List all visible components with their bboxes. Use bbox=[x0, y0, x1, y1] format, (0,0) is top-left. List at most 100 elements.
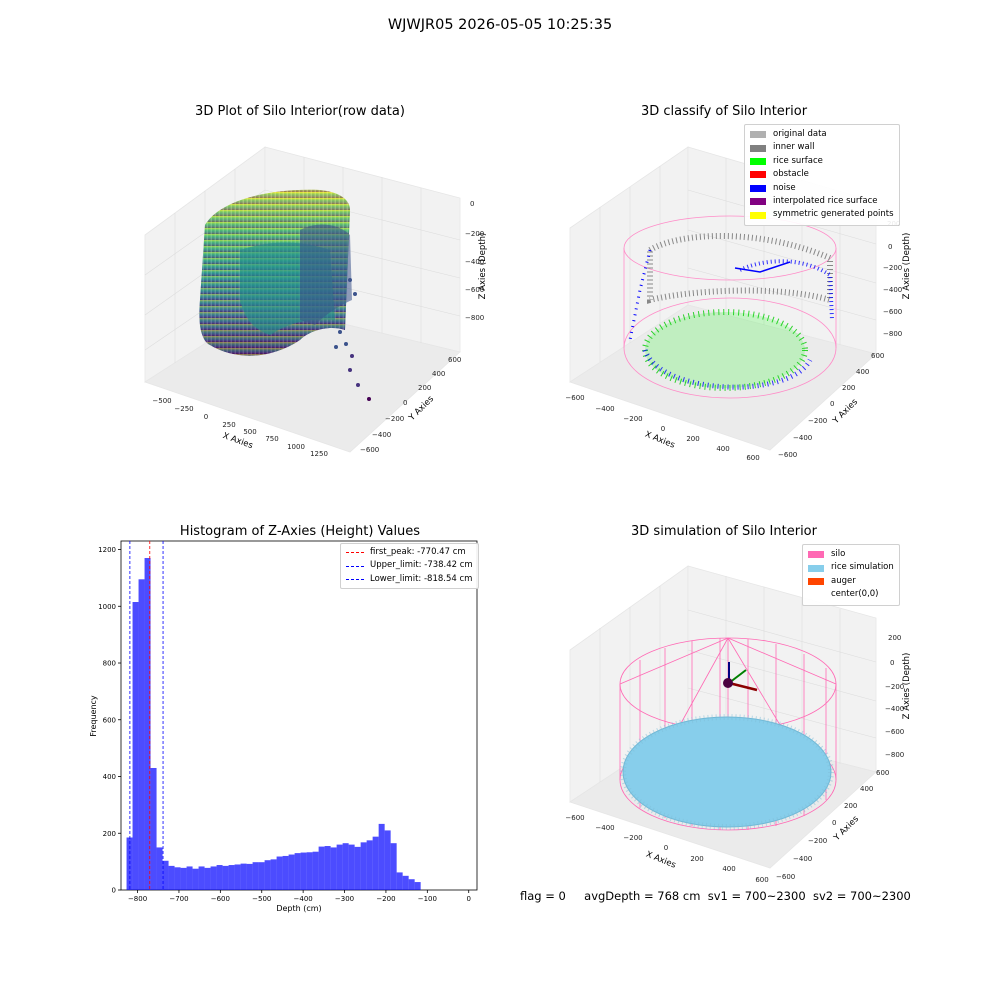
histogram-bar bbox=[204, 867, 211, 890]
svg-text:0: 0 bbox=[403, 399, 407, 407]
svg-text:−600: −600 bbox=[776, 873, 795, 881]
svg-text:−400: −400 bbox=[885, 705, 904, 713]
x-tick-label: −200 bbox=[376, 895, 395, 903]
svg-text:−600: −600 bbox=[360, 446, 379, 454]
svg-text:200: 200 bbox=[844, 802, 857, 810]
svg-text:−200: −200 bbox=[883, 264, 902, 272]
histogram-bar bbox=[396, 872, 403, 890]
y-tick-label: 0 bbox=[112, 887, 116, 895]
svg-text:200: 200 bbox=[690, 855, 703, 863]
y-tick-label: 800 bbox=[103, 660, 116, 668]
legend-swatch bbox=[750, 171, 766, 179]
svg-text:−200: −200 bbox=[808, 837, 827, 845]
histogram-bar bbox=[222, 865, 229, 890]
histogram-bar bbox=[132, 602, 139, 890]
svg-text:600: 600 bbox=[876, 769, 889, 777]
legend-line bbox=[346, 565, 364, 567]
histogram-bar bbox=[300, 852, 307, 890]
histogram-bar bbox=[168, 865, 175, 890]
svg-text:600: 600 bbox=[448, 356, 461, 364]
histogram-bar bbox=[312, 851, 319, 890]
svg-text:−200: −200 bbox=[623, 415, 642, 423]
auger-icon bbox=[723, 662, 758, 692]
svg-text:−800: −800 bbox=[465, 314, 484, 322]
histogram-bar bbox=[216, 865, 223, 890]
svg-text:−600: −600 bbox=[778, 451, 797, 459]
legend-item: symmetric generated points bbox=[750, 208, 894, 221]
svg-text:400: 400 bbox=[716, 445, 729, 453]
svg-text:−600: −600 bbox=[465, 286, 484, 294]
histogram-bar bbox=[336, 844, 343, 890]
raw-x-ticks: −500 −250 0 250 500 750 1000 1250 bbox=[152, 397, 328, 458]
histogram-bar bbox=[138, 579, 145, 890]
raw-y-ticks: −600 −400 −200 0 200 400 600 bbox=[360, 356, 461, 454]
svg-text:−400: −400 bbox=[883, 286, 902, 294]
y-tick-label: 1200 bbox=[98, 546, 116, 554]
svg-text:200: 200 bbox=[686, 435, 699, 443]
histogram-bar bbox=[198, 866, 205, 890]
histogram-x-ticks: −800 −700 −600 −500 −400 −300 −200 −100 0 bbox=[128, 890, 471, 903]
svg-text:−200: −200 bbox=[465, 230, 484, 238]
histogram-bar bbox=[348, 844, 355, 890]
svg-text:200: 200 bbox=[888, 634, 901, 642]
histogram-legend: first_peak: -770.47 cm Upper_limit: -738… bbox=[340, 543, 479, 590]
legend-item: inner wall bbox=[750, 141, 894, 154]
x-tick-label: 0 bbox=[466, 895, 470, 903]
histogram-bar bbox=[288, 854, 295, 890]
histogram-bar bbox=[306, 852, 313, 890]
legend-item: rice surface bbox=[750, 155, 894, 168]
x-tick-label: −700 bbox=[169, 895, 188, 903]
histogram-bar bbox=[282, 855, 289, 890]
legend-item: noise bbox=[750, 182, 894, 195]
svg-text:600: 600 bbox=[871, 352, 884, 360]
histogram-bar bbox=[180, 867, 187, 890]
svg-text:500: 500 bbox=[243, 428, 256, 436]
svg-text:−400: −400 bbox=[465, 258, 484, 266]
svg-text:−600: −600 bbox=[885, 728, 904, 736]
x-tick-label: −500 bbox=[252, 895, 271, 903]
histogram-bar bbox=[264, 860, 271, 890]
svg-text:−200: −200 bbox=[623, 834, 642, 842]
legend-item: silo bbox=[808, 548, 894, 561]
svg-text:−500: −500 bbox=[152, 397, 171, 405]
svg-text:−800: −800 bbox=[883, 330, 902, 338]
histogram-bar bbox=[144, 558, 151, 890]
histogram-bar bbox=[174, 867, 181, 890]
histogram-bar bbox=[162, 860, 169, 890]
histogram-bar bbox=[366, 840, 373, 890]
simulation-x-label: X Axies bbox=[644, 850, 677, 871]
histogram-bar bbox=[240, 863, 247, 890]
histogram-bar bbox=[258, 862, 265, 890]
classify-z-label: Z Axies (Depth) bbox=[902, 233, 912, 300]
legend-item: rice simulation bbox=[808, 561, 894, 574]
flag-text: flag = 0 bbox=[520, 889, 566, 903]
svg-text:−600: −600 bbox=[565, 814, 584, 822]
figure-title: WJWJR05 2026-05-05 10:25:35 bbox=[387, 17, 613, 33]
legend-swatch bbox=[808, 578, 824, 586]
legend-swatch bbox=[808, 564, 824, 572]
y-tick-label: 400 bbox=[103, 773, 116, 781]
simulation-plot-title: 3D simulation of Silo Interior bbox=[631, 524, 817, 539]
histogram-bar bbox=[360, 842, 367, 890]
svg-text:−400: −400 bbox=[793, 855, 812, 863]
legend-swatch bbox=[808, 591, 824, 599]
histogram-bar bbox=[390, 843, 397, 890]
svg-text:750: 750 bbox=[265, 435, 278, 443]
svg-text:400: 400 bbox=[860, 785, 873, 793]
legend-line bbox=[346, 579, 364, 581]
legend-item: center(0,0) bbox=[808, 588, 894, 601]
legend-line bbox=[346, 552, 364, 554]
histogram-bar bbox=[156, 847, 163, 890]
histogram-bar bbox=[384, 830, 391, 890]
classify-plot-title: 3D classify of Silo Interior bbox=[640, 104, 808, 119]
legend-swatch bbox=[750, 211, 766, 219]
raw-z-label: Z Axies (Depth) bbox=[478, 233, 488, 300]
histogram-y-label: Frequency bbox=[89, 695, 98, 737]
svg-text:600: 600 bbox=[755, 876, 768, 884]
svg-text:600: 600 bbox=[746, 454, 759, 462]
simulation-z-ticks: 200 0 −200 −400 −600 −800 bbox=[885, 634, 904, 759]
svg-text:−600: −600 bbox=[883, 308, 902, 316]
